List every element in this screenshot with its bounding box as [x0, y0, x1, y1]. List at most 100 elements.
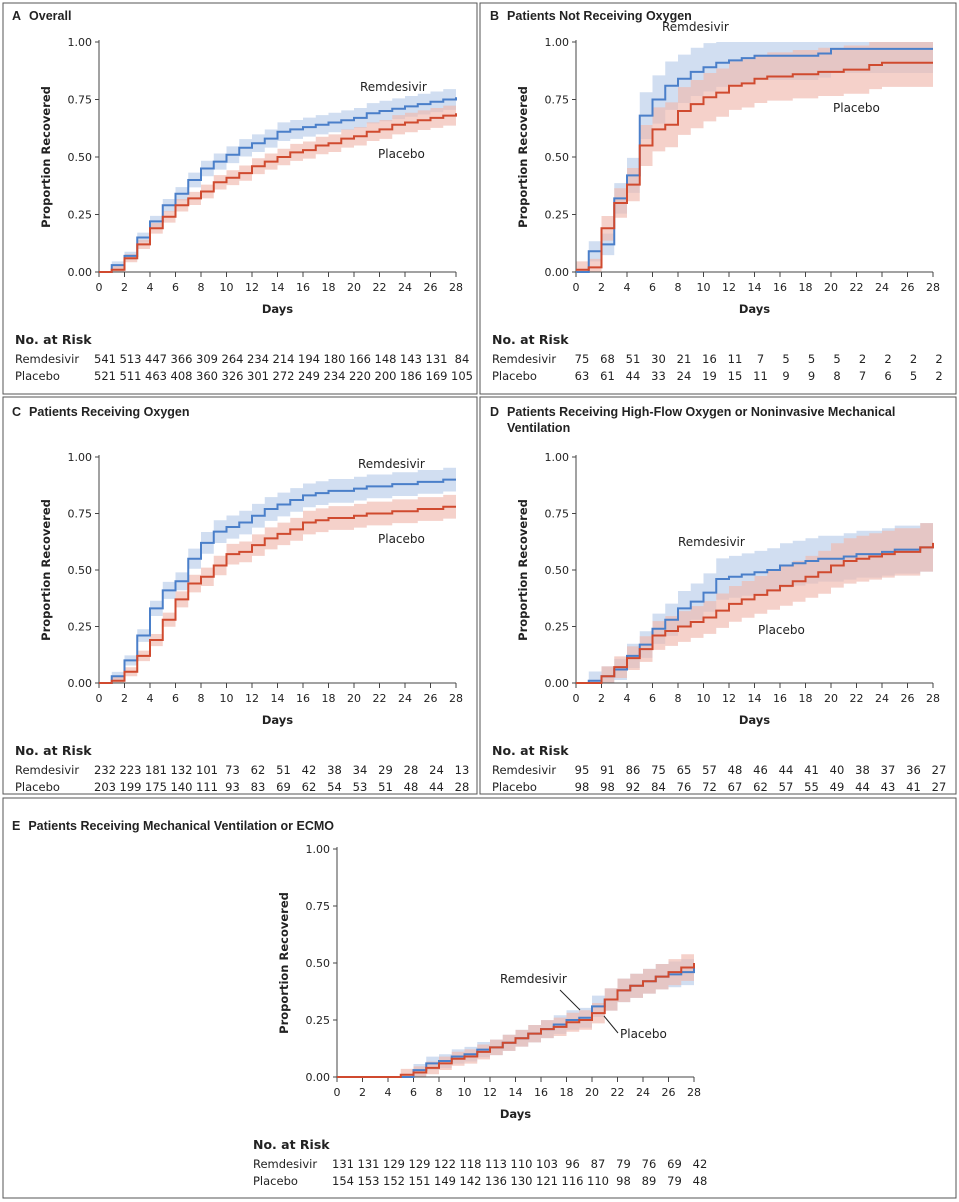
risk-count: 2	[884, 352, 891, 366]
x-tick-label: 20	[347, 281, 361, 294]
risk-count: 5	[808, 352, 815, 366]
panel-title: A Overall	[12, 9, 71, 23]
x-tick-label: 14	[271, 281, 285, 294]
risk-count: 153	[358, 1174, 380, 1188]
y-tick-label: 0.25	[545, 621, 570, 634]
y-tick-label: 0.50	[545, 151, 570, 164]
x-tick-label: 8	[675, 281, 682, 294]
x-tick-label: 22	[611, 1086, 625, 1099]
risk-count: 36	[906, 763, 921, 777]
risk-table-heading: No. at Risk	[15, 743, 92, 758]
risk-table-heading: No. at Risk	[492, 743, 569, 758]
x-tick-label: 8	[436, 1086, 443, 1099]
risk-count: 180	[324, 352, 346, 366]
risk-count: 309	[196, 352, 218, 366]
risk-row-label: Placebo	[15, 369, 60, 383]
x-tick-label: 2	[598, 281, 605, 294]
panel-frame	[2, 396, 478, 795]
panel-title-text: Patients Receiving Mechanical Ventilatio…	[28, 819, 334, 833]
x-tick-label: 14	[748, 281, 762, 294]
risk-count: 175	[145, 780, 167, 794]
x-tick-label: 18	[799, 281, 813, 294]
series-line-remdesivir	[99, 478, 456, 684]
x-tick-label: 28	[687, 1086, 701, 1099]
risk-count: 57	[779, 780, 794, 794]
x-tick-label: 12	[483, 1086, 497, 1099]
risk-count: 511	[120, 369, 142, 383]
y-tick-label: 0.50	[68, 151, 93, 164]
x-tick-label: 24	[398, 692, 412, 705]
series-line-placebo	[337, 963, 695, 1078]
risk-count: 28	[404, 763, 419, 777]
risk-count: 186	[400, 369, 422, 383]
risk-count: 194	[298, 352, 320, 366]
risk-count: 110	[511, 1157, 533, 1171]
x-tick-label: 0	[573, 692, 580, 705]
y-axis-label: Proportion Recovered	[277, 892, 291, 1034]
risk-table-heading: No. at Risk	[15, 332, 92, 347]
risk-count: 142	[460, 1174, 482, 1188]
x-tick-label: 14	[509, 1086, 523, 1099]
x-tick-label: 26	[901, 281, 915, 294]
series-label-placebo: Placebo	[833, 101, 880, 115]
x-tick-label: 10	[458, 1086, 472, 1099]
risk-count: 111	[196, 780, 218, 794]
risk-count: 214	[273, 352, 295, 366]
risk-count: 447	[145, 352, 167, 366]
panel-title-text: Patients Receiving Oxygen	[29, 405, 189, 419]
risk-count: 105	[451, 369, 473, 383]
risk-count: 55	[804, 780, 819, 794]
risk-count: 75	[651, 763, 666, 777]
risk-count: 223	[120, 763, 142, 777]
y-tick-label: 1.00	[545, 451, 570, 464]
ci-band-placebo	[337, 949, 694, 1077]
risk-count: 69	[276, 780, 291, 794]
series-label-remdesivir: Remdesivir	[678, 535, 745, 549]
risk-count: 249	[298, 369, 320, 383]
risk-count: 75	[575, 352, 590, 366]
y-tick-label: 1.00	[68, 36, 93, 49]
risk-count: 95	[575, 763, 590, 777]
x-tick-label: 4	[624, 692, 631, 705]
risk-count: 41	[906, 780, 921, 794]
risk-count: 521	[94, 369, 116, 383]
risk-count: 149	[434, 1174, 456, 1188]
x-tick-label: 2	[121, 281, 128, 294]
y-axis-label: Proportion Recovered	[516, 499, 530, 641]
risk-count: 48	[404, 780, 419, 794]
risk-count: 5	[910, 369, 917, 383]
risk-count: 2	[935, 352, 942, 366]
panel-c: C Patients Receiving Oxygen 0.00 0.25 0.50 0.…	[2, 396, 478, 795]
leader-line	[603, 1015, 619, 1034]
x-tick-label: 16	[534, 1086, 548, 1099]
risk-row-label: Placebo	[253, 1174, 298, 1188]
risk-count: 87	[591, 1157, 606, 1171]
risk-count: 38	[855, 763, 870, 777]
risk-count: 51	[276, 763, 291, 777]
y-tick-label: 0.75	[306, 900, 331, 913]
risk-count: 2	[910, 352, 917, 366]
series-label-remdesivir: Remdesivir	[358, 457, 425, 471]
risk-count: 15	[728, 369, 743, 383]
x-tick-label: 28	[926, 281, 940, 294]
x-tick-label: 20	[824, 281, 838, 294]
series-label-remdesivir: Remdesivir	[360, 80, 427, 94]
risk-count: 46	[753, 763, 768, 777]
series-label-remdesivir: Remdesivir	[662, 20, 729, 34]
risk-count: 203	[94, 780, 116, 794]
y-tick-label: 0.00	[68, 266, 93, 279]
risk-count: 220	[349, 369, 371, 383]
panel-title: B Patients Not Receiving Oxygen	[490, 9, 692, 23]
risk-count: 148	[375, 352, 397, 366]
risk-count: 92	[626, 780, 641, 794]
y-tick-label: 0.50	[306, 957, 331, 970]
x-tick-label: 2	[359, 1086, 366, 1099]
x-tick-label: 8	[675, 692, 682, 705]
risk-count: 44	[626, 369, 641, 383]
y-axis-label: Proportion Recovered	[39, 86, 53, 228]
y-tick-label: 0.50	[545, 564, 570, 577]
x-tick-label: 20	[347, 692, 361, 705]
risk-count: 5	[782, 352, 789, 366]
risk-count: 2	[935, 369, 942, 383]
x-tick-label: 28	[449, 281, 463, 294]
